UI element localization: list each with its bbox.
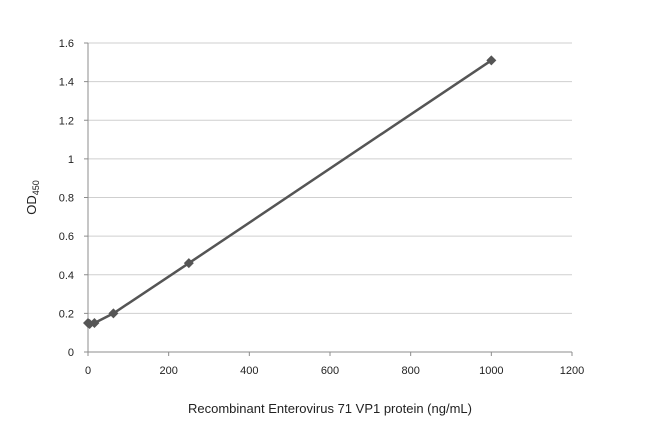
x-tick-label: 1200: [560, 365, 584, 377]
y-tick-label: 0.6: [59, 231, 74, 243]
data-point-marker: [108, 308, 119, 319]
data-point-marker: [89, 318, 100, 329]
x-tick-label: 1000: [479, 365, 503, 377]
x-tick-label: 0: [85, 365, 91, 377]
y-tick-label: 0.4: [59, 270, 74, 282]
x-tick-label: 800: [401, 365, 419, 377]
y-axis-title: OD450: [24, 180, 41, 215]
data-point-marker: [183, 258, 194, 269]
y-tick-label: 0: [68, 347, 74, 359]
y-tick-label: 1.6: [59, 38, 74, 50]
x-axis-ticks: 0 200 400 600 800 1000 1200: [85, 352, 584, 377]
y-tick-label: 1.4: [59, 77, 74, 89]
y-tick-label: 0.8: [59, 193, 74, 205]
y-axis-title-subscript: 450: [31, 180, 41, 195]
y-tick-label: 1.2: [59, 115, 74, 127]
x-tick-label: 400: [240, 365, 258, 377]
y-tick-label: 1: [68, 154, 74, 166]
x-tick-label: 200: [159, 365, 177, 377]
series: [83, 55, 497, 329]
y-axis-ticks: 0 0.2 0.4 0.6 0.8 1 1.2 1.4 1.6: [59, 38, 88, 359]
y-axis-title-main: OD: [24, 195, 39, 215]
gridlines: [88, 42, 572, 314]
x-axis-title: Recombinant Enterovirus 71 VP1 protein (…: [188, 401, 472, 416]
y-tick-label: 0.2: [59, 308, 74, 320]
data-point-marker: [486, 55, 497, 66]
series-line: [87, 59, 492, 326]
x-tick-label: 600: [321, 365, 339, 377]
